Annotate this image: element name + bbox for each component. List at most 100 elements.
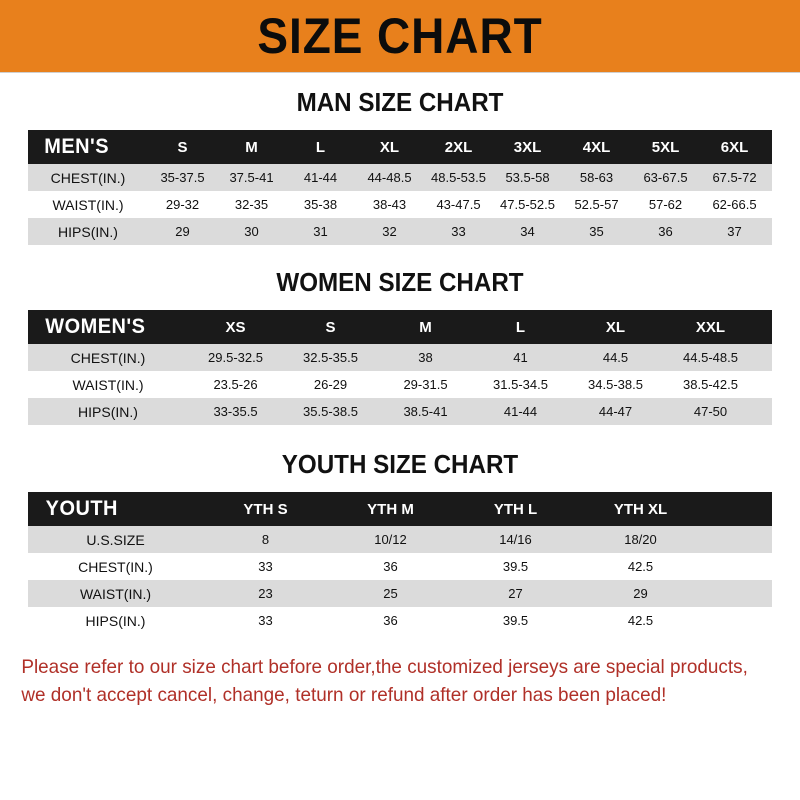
youth-cell-3-2: 39.5 [502, 613, 529, 628]
men-size-header-0: S [177, 138, 188, 156]
men-cell-spacer-0 [769, 164, 772, 191]
men-cell-0-7: 63-67.5 [643, 170, 688, 185]
women-cell-0-0: 29.5-32.5 [208, 350, 263, 365]
youth-cell-spacer-2 [703, 580, 772, 607]
men-cell-2-2: 31 [313, 224, 328, 239]
women-cell-2-3: 41-44 [503, 404, 538, 419]
page-banner: SIZE CHART [0, 0, 800, 73]
youth-cell-0-0: 8 [261, 532, 270, 547]
women-row-label-1: WAIST(IN.) [72, 376, 144, 393]
table-row: HIPS(IN.) 29 30 31 32 33 34 35 36 37 [28, 218, 772, 245]
youth-row-label-0: U.S.SIZE [86, 531, 145, 548]
men-size-header-7: 5XL [651, 138, 680, 156]
youth-section-title: YOUTH SIZE CHART [281, 449, 519, 479]
men-table-header-row: MEN'S S M L XL 2XL 3XL 4XL 5XL 6XL [28, 130, 772, 164]
men-row-label-header: MEN'S [44, 135, 110, 158]
men-size-header-1: M [245, 138, 258, 156]
women-cell-2-4: 44-47 [598, 404, 633, 419]
youth-cell-1-2: 39.5 [502, 559, 529, 574]
men-section-title: MAN SIZE CHART [296, 87, 504, 117]
youth-cell-1-3: 42.5 [627, 559, 654, 574]
men-table-body: CHEST(IN.) 35-37.5 37.5-41 41-44 44-48.5 48.5… [28, 164, 772, 245]
youth-size-table: YOUTH YTH S YTH M YTH L YTH XL U.S.SIZE 8 10/… [28, 492, 772, 634]
table-row: CHEST(IN.) 29.5-32.5 32.5-35.5 38 41 44.5 44.5… [28, 344, 772, 371]
men-size-header-3: XL [379, 138, 400, 156]
men-row-label-0: CHEST(IN.) [50, 169, 126, 186]
youth-table-body: U.S.SIZE 8 10/12 14/16 18/20 CHEST(IN.) 33 36 39… [28, 526, 772, 634]
table-row: U.S.SIZE 8 10/12 14/16 18/20 [28, 526, 772, 553]
men-size-table: MEN'S S M L XL 2XL 3XL 4XL 5XL 6XL CHEST(IN.) 35-… [28, 130, 772, 245]
youth-cell-spacer-0 [703, 526, 772, 553]
men-cell-1-7: 57-62 [648, 197, 683, 212]
men-cell-1-0: 29-32 [165, 197, 200, 212]
women-size-header-1: S [325, 318, 336, 336]
youth-size-header-0: YTH S [243, 500, 288, 518]
women-cell-spacer-0 [758, 344, 772, 371]
youth-header-spacer [703, 492, 772, 526]
women-cell-1-4: 34.5-38.5 [588, 377, 643, 392]
youth-cell-3-1: 36 [383, 613, 398, 628]
page-title: SIZE CHART [257, 8, 543, 64]
men-cell-0-2: 41-44 [303, 170, 338, 185]
men-cell-1-5: 47.5-52.5 [500, 197, 555, 212]
women-table-header-row: WOMEN'S XS S M L XL XXL [28, 310, 772, 344]
youth-cell-2-0: 23 [258, 586, 273, 601]
women-size-header-3: L [515, 318, 526, 336]
men-cell-1-2: 35-38 [303, 197, 338, 212]
women-size-header-4: XL [605, 318, 626, 336]
women-cell-1-5: 38.5-42.5 [683, 377, 738, 392]
women-cell-2-0: 33-35.5 [213, 404, 258, 419]
men-cell-spacer-1 [769, 191, 772, 218]
women-cell-2-2: 38.5-41 [403, 404, 448, 419]
table-row: HIPS(IN.) 33 36 39.5 42.5 [28, 607, 772, 634]
table-row: WAIST(IN.) 23 25 27 29 [28, 580, 772, 607]
men-size-header-8: 6XL [720, 138, 749, 156]
youth-size-header-2: YTH L [493, 500, 538, 518]
men-size-header-2: L [315, 138, 326, 156]
disclaimer-line-1: Please refer to our size chart before or… [21, 656, 748, 678]
women-row-label-2: HIPS(IN.) [78, 403, 138, 420]
women-cell-1-0: 23.5-26 [213, 377, 258, 392]
table-row: WAIST(IN.) 23.5-26 26-29 29-31.5 31.5-34.5 34… [28, 371, 772, 398]
women-row-label-header: WOMEN'S [45, 315, 146, 338]
youth-cell-1-0: 33 [258, 559, 273, 574]
women-size-chart-block: WOMEN'S XS S M L XL XXL CHEST(IN.) 29.5-32.5 32… [0, 310, 800, 425]
men-cell-2-4: 33 [451, 224, 466, 239]
youth-cell-0-2: 14/16 [499, 532, 532, 547]
youth-cell-2-1: 25 [383, 586, 398, 601]
men-size-header-4: 2XL [444, 138, 473, 156]
men-cell-2-0: 29 [175, 224, 190, 239]
men-cell-spacer-2 [769, 218, 772, 245]
men-cell-2-3: 32 [382, 224, 397, 239]
men-cell-0-4: 48.5-53.5 [431, 170, 486, 185]
women-cell-0-2: 38 [418, 350, 433, 365]
youth-cell-2-2: 27 [508, 586, 523, 601]
women-header-spacer [758, 310, 772, 344]
women-size-table: WOMEN'S XS S M L XL XXL CHEST(IN.) 29.5-32.5 32… [28, 310, 772, 425]
men-cell-1-8: 62-66.5 [712, 197, 757, 212]
table-row: HIPS(IN.) 33-35.5 35.5-38.5 38.5-41 41-44 44-… [28, 398, 772, 425]
women-size-header-2: M [419, 318, 432, 336]
men-cell-1-6: 52.5-57 [574, 197, 619, 212]
men-cell-2-7: 36 [658, 224, 673, 239]
women-cell-spacer-1 [758, 371, 772, 398]
youth-size-chart-block: YOUTH YTH S YTH M YTH L YTH XL U.S.SIZE 8 10/… [0, 492, 800, 634]
youth-cell-spacer-3 [703, 607, 772, 634]
men-cell-0-0: 35-37.5 [160, 170, 205, 185]
men-cell-1-4: 43-47.5 [436, 197, 481, 212]
men-size-header-6: 4XL [582, 138, 611, 156]
women-cell-2-5: 47-50 [693, 404, 728, 419]
women-row-label-0: CHEST(IN.) [70, 349, 146, 366]
table-row: CHEST(IN.) 33 36 39.5 42.5 [28, 553, 772, 580]
women-cell-1-2: 29-31.5 [403, 377, 448, 392]
men-cell-1-3: 38-43 [372, 197, 407, 212]
women-section-title: WOMEN SIZE CHART [276, 267, 524, 297]
men-cell-0-6: 58-63 [579, 170, 614, 185]
men-cell-0-3: 44-48.5 [367, 170, 412, 185]
youth-cell-0-1: 10/12 [374, 532, 407, 547]
table-row: CHEST(IN.) 35-37.5 37.5-41 41-44 44-48.5 48.5… [28, 164, 772, 191]
disclaimer-line-2: we don't accept cancel, change, teturn o… [21, 683, 667, 706]
men-cell-2-6: 35 [589, 224, 604, 239]
men-cell-0-8: 67.5-72 [712, 170, 757, 185]
